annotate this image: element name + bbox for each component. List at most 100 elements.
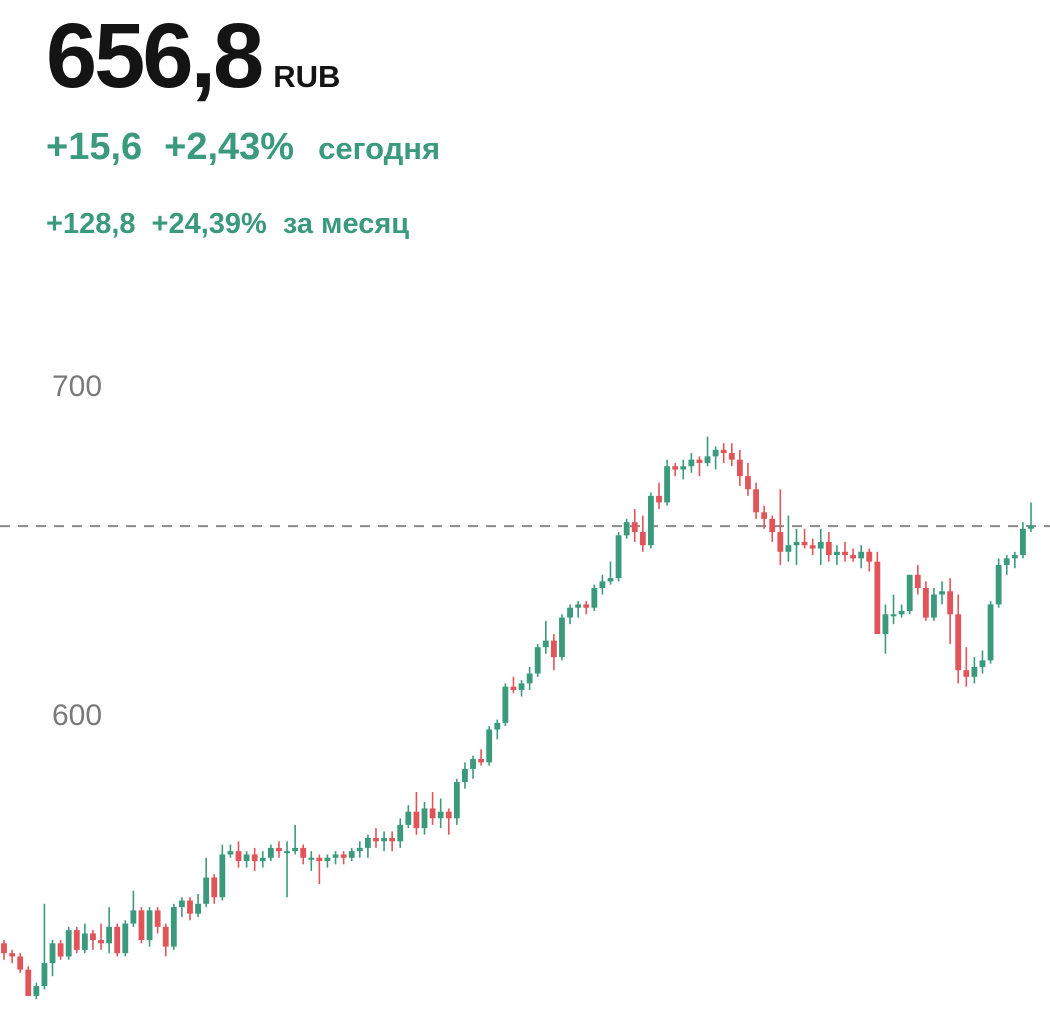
- candle-body: [696, 459, 703, 463]
- candle-body: [874, 561, 881, 635]
- candle-body: [478, 759, 485, 763]
- candle-body: [276, 847, 282, 852]
- candle-body: [502, 686, 509, 723]
- candle-body: [170, 907, 177, 947]
- candle-body: [284, 851, 290, 854]
- candle-body: [550, 640, 557, 658]
- candle-body: [931, 594, 937, 618]
- candle-body: [389, 838, 396, 842]
- quote-header: 656,8 RUB +15,6 +2,43% сегодня +128,8 +2…: [46, 5, 440, 240]
- candle-body: [842, 551, 848, 556]
- candle-body: [1011, 555, 1018, 559]
- candle-body: [429, 808, 436, 819]
- candle-body: [680, 466, 687, 470]
- candle-body: [445, 811, 452, 819]
- candle-body: [777, 532, 784, 552]
- candle-body: [308, 857, 315, 860]
- candle-body: [785, 545, 792, 552]
- candle-body: [41, 963, 48, 987]
- candle-body: [817, 541, 824, 549]
- candle-body: [251, 854, 258, 862]
- candle-body: [267, 847, 274, 858]
- candle-body: [203, 877, 210, 904]
- candle-body: [793, 541, 800, 546]
- candle-body: [219, 854, 226, 898]
- candle-body: [615, 535, 622, 579]
- candle-body: [607, 578, 614, 582]
- candle-body: [65, 930, 72, 957]
- candle-body: [332, 854, 339, 858]
- candle-body: [526, 673, 533, 684]
- candle-body: [437, 811, 444, 819]
- candle-body: [33, 986, 40, 996]
- candle-body: [850, 555, 857, 559]
- candle-body: [583, 604, 590, 608]
- candle-body: [138, 910, 145, 941]
- candle-body: [356, 847, 363, 852]
- candle-body: [73, 930, 80, 950]
- month-change-pct: +24,39%: [151, 208, 267, 240]
- candle-body: [146, 910, 153, 941]
- candle-body: [413, 811, 420, 829]
- candle-body: [971, 666, 978, 677]
- candle-body: [340, 854, 347, 858]
- candle-body: [728, 453, 735, 460]
- candle-body: [162, 926, 169, 947]
- candle-body: [720, 449, 727, 454]
- candle-body: [98, 940, 104, 944]
- candle-body: [130, 910, 137, 924]
- today-change-abs: +15,6: [46, 126, 143, 168]
- candle-body: [664, 466, 671, 503]
- candle-body: [648, 495, 654, 546]
- month-change-abs: +128,8: [46, 208, 136, 240]
- candle-body: [672, 466, 679, 470]
- candle-body: [122, 923, 129, 954]
- candle-body: [809, 545, 816, 549]
- candle-body: [939, 591, 945, 595]
- candle-body: [235, 851, 242, 862]
- candle-body: [178, 900, 185, 908]
- current-price: 656,8: [46, 5, 264, 107]
- y-axis-tick-label: 500: [52, 1028, 102, 1030]
- currency-code: RUB: [273, 59, 341, 94]
- candle-body: [882, 614, 889, 635]
- candle-body: [1, 943, 7, 954]
- candle-body: [397, 824, 404, 842]
- month-period-label: за месяц: [282, 208, 410, 240]
- candle-body: [947, 591, 954, 615]
- candle-body: [1003, 558, 1010, 565]
- candle-body: [801, 541, 808, 546]
- candle-body: [1020, 528, 1026, 556]
- candle-body: [599, 581, 606, 588]
- candle-body: [736, 459, 743, 477]
- candle-body: [195, 903, 201, 914]
- candle-body: [890, 614, 897, 617]
- candle-body: [49, 943, 56, 964]
- candle-body: [227, 851, 234, 855]
- candle-body: [559, 617, 565, 658]
- candle-body: [825, 541, 832, 556]
- candle-body: [987, 604, 994, 661]
- candle-body: [906, 574, 913, 612]
- today-change: +15,6 +2,43% сегодня: [46, 126, 440, 169]
- candle-body: [542, 640, 549, 648]
- candle-body: [834, 551, 840, 556]
- candle-body: [106, 926, 113, 944]
- candle-body: [187, 900, 193, 914]
- candle-body: [486, 729, 493, 763]
- candle-body: [858, 551, 865, 559]
- candle-body: [922, 587, 929, 618]
- candle-body: [453, 782, 460, 819]
- candle-body: [405, 811, 412, 825]
- candle-body: [90, 933, 96, 941]
- candle-body: [510, 686, 517, 690]
- candle-body: [518, 683, 525, 690]
- candle-body: [57, 943, 64, 957]
- candle-body: [470, 759, 476, 769]
- candle-body: [898, 611, 905, 615]
- today-period-label: сегодня: [318, 131, 441, 166]
- candle-body: [25, 969, 32, 996]
- candle-body: [979, 660, 986, 667]
- candle-body: [745, 476, 751, 490]
